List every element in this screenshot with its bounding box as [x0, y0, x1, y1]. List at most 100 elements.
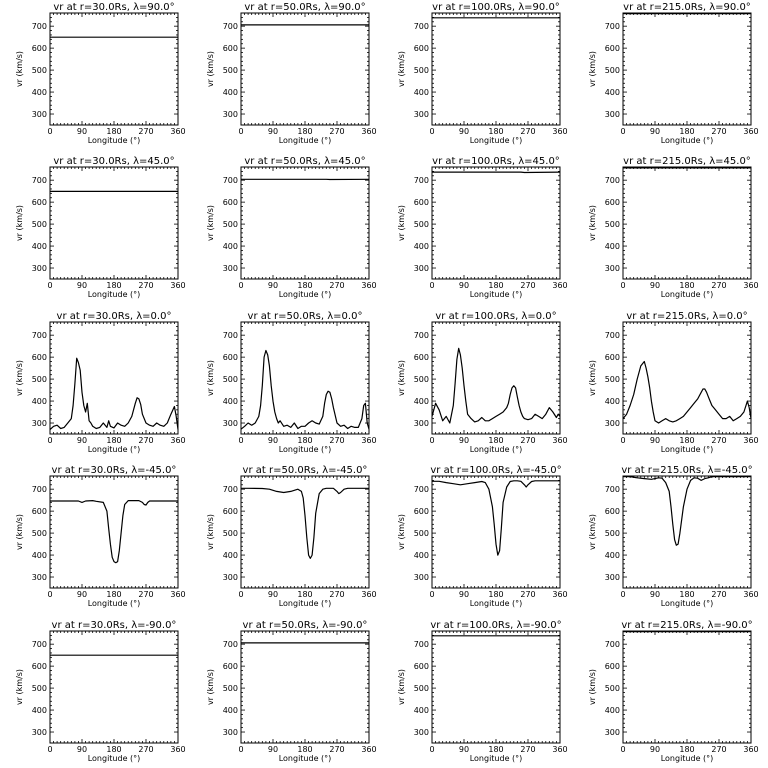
y-tick-label: 600 — [32, 353, 47, 362]
y-tick-label: 600 — [605, 353, 620, 362]
y-tick-label: 500 — [605, 529, 620, 538]
series-line — [623, 476, 751, 546]
x-tick-label: 0 — [47, 745, 52, 754]
y-tick-label: 300 — [605, 728, 620, 737]
x-tick-label: 360 — [170, 745, 185, 754]
y-axis-label: vr (km/s) — [206, 669, 215, 705]
x-tick-label: 90 — [650, 281, 660, 290]
series-line — [241, 487, 369, 560]
y-tick-label: 300 — [414, 728, 429, 737]
x-axis-label: Longitude (°) — [661, 290, 714, 299]
x-tick-label: 270 — [520, 590, 535, 599]
x-tick-label: 180 — [297, 281, 312, 290]
y-tick-label: 700 — [32, 485, 47, 494]
x-tick-label: 90 — [650, 745, 660, 754]
y-tick-label: 300 — [32, 573, 47, 582]
y-tick-label: 500 — [223, 375, 238, 384]
plot-frame — [622, 630, 752, 744]
panel-3-0: vr at r=30.0Rs, λ=-45.0° 0 90 180 270 360 300 4… — [15, 465, 186, 608]
x-tick-label: 90 — [650, 590, 660, 599]
y-tick-label: 300 — [414, 264, 429, 273]
x-tick-label: 0 — [47, 127, 52, 136]
panel-title: vr at r=100.0Rs, λ=90.0° — [432, 2, 560, 13]
x-tick-label: 90 — [650, 436, 660, 445]
y-tick-label: 700 — [605, 22, 620, 31]
y-tick-label: 300 — [223, 264, 238, 273]
x-tick-label: 0 — [429, 281, 434, 290]
y-tick-label: 500 — [605, 375, 620, 384]
y-tick-label: 500 — [605, 220, 620, 229]
y-tick-label: 600 — [32, 44, 47, 53]
x-tick-label: 90 — [459, 745, 469, 754]
y-axis-label: vr (km/s) — [206, 514, 215, 550]
x-tick-label: 360 — [552, 127, 567, 136]
x-tick-label: 0 — [47, 590, 52, 599]
panel-2-0: vr at r=30.0Rs, λ=0.0° 0 90 180 270 360 300 400… — [15, 311, 186, 454]
y-tick-label: 300 — [605, 419, 620, 428]
x-tick-label: 180 — [488, 127, 503, 136]
x-tick-label: 180 — [679, 281, 694, 290]
x-tick-label: 270 — [711, 281, 726, 290]
x-tick-label: 0 — [238, 127, 243, 136]
x-tick-label: 360 — [361, 745, 376, 754]
y-axis-label: vr (km/s) — [397, 51, 406, 87]
x-tick-label: 90 — [268, 590, 278, 599]
plot-frame — [49, 166, 179, 280]
y-tick-label: 400 — [605, 397, 620, 406]
y-axis-label: vr (km/s) — [15, 360, 24, 396]
x-tick-label: 180 — [297, 436, 312, 445]
panel-title: vr at r=215.0Rs, λ=90.0° — [623, 2, 751, 13]
plot-frame — [622, 166, 752, 280]
y-tick-label: 500 — [605, 684, 620, 693]
x-tick-label: 0 — [429, 745, 434, 754]
x-axis-label: Longitude (°) — [470, 445, 523, 454]
y-tick-label: 600 — [605, 198, 620, 207]
y-tick-label: 400 — [223, 242, 238, 251]
y-tick-label: 600 — [605, 507, 620, 516]
y-tick-label: 700 — [223, 331, 238, 340]
series-line — [50, 500, 178, 564]
x-tick-label: 0 — [238, 436, 243, 445]
y-axis-label: vr (km/s) — [397, 514, 406, 550]
panel-1-0: vr at r=30.0Rs, λ=45.0° 0 90 180 270 360 300 40… — [15, 156, 186, 299]
x-tick-label: 360 — [552, 745, 567, 754]
y-tick-label: 600 — [32, 198, 47, 207]
y-tick-label: 600 — [223, 353, 238, 362]
y-tick-label: 700 — [605, 331, 620, 340]
x-tick-label: 0 — [620, 590, 625, 599]
x-tick-label: 180 — [297, 127, 312, 136]
panel-0-1: vr at r=50.0Rs, λ=90.0° 0 90 180 270 360 300 40… — [206, 2, 377, 145]
panel-title: vr at r=50.0Rs, λ=0.0° — [248, 311, 363, 322]
y-tick-label: 500 — [32, 220, 47, 229]
panel-title: vr at r=215.0Rs, λ=-90.0° — [621, 620, 752, 631]
panel-2-2: vr at r=100.0Rs, λ=0.0° 0 90 180 270 360 300 40… — [397, 311, 568, 454]
y-tick-label: 700 — [605, 640, 620, 649]
x-tick-label: 0 — [620, 281, 625, 290]
y-tick-label: 500 — [414, 375, 429, 384]
x-tick-label: 90 — [268, 745, 278, 754]
y-tick-label: 400 — [605, 551, 620, 560]
x-tick-label: 270 — [520, 127, 535, 136]
panel-4-3: vr at r=215.0Rs, λ=-90.0° 0 90 180 270 360 300… — [588, 620, 759, 763]
y-tick-label: 300 — [32, 110, 47, 119]
y-tick-label: 700 — [32, 640, 47, 649]
x-axis-label: Longitude (°) — [279, 599, 332, 608]
panel-1-1: vr at r=50.0Rs, λ=45.0° 0 90 180 270 360 300 40… — [206, 156, 377, 299]
y-tick-label: 600 — [32, 507, 47, 516]
y-tick-label: 700 — [223, 176, 238, 185]
panel-title: vr at r=30.0Rs, λ=-45.0° — [52, 465, 177, 476]
y-tick-label: 700 — [605, 176, 620, 185]
x-tick-label: 90 — [77, 745, 87, 754]
y-tick-label: 700 — [32, 176, 47, 185]
y-tick-label: 300 — [605, 573, 620, 582]
plot-frame — [49, 630, 179, 744]
x-tick-label: 180 — [297, 745, 312, 754]
y-tick-label: 500 — [223, 220, 238, 229]
x-axis-label: Longitude (°) — [88, 754, 141, 763]
plot-frame — [431, 12, 561, 126]
x-tick-label: 180 — [106, 590, 121, 599]
x-tick-label: 90 — [77, 436, 87, 445]
y-tick-label: 300 — [223, 110, 238, 119]
x-tick-label: 270 — [138, 127, 153, 136]
x-tick-label: 0 — [620, 436, 625, 445]
